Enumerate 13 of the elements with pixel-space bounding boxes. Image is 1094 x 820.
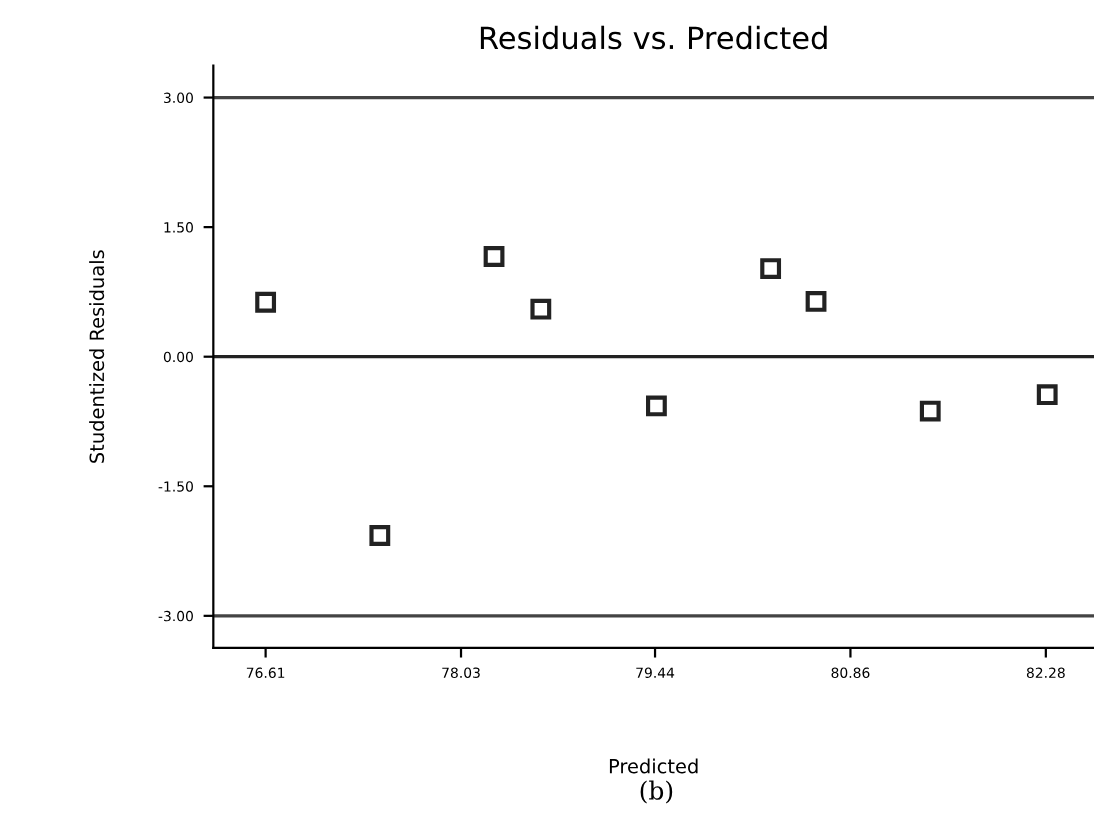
point <box>483 246 505 267</box>
text: (b) <box>640 780 673 804</box>
chart-title: Residuals vs. Predicted <box>480 25 827 50</box>
y-axis-title: Studentized Residuals <box>89 250 105 463</box>
point <box>369 525 391 546</box>
point <box>919 400 941 422</box>
point <box>255 291 277 313</box>
point <box>1036 384 1058 406</box>
point <box>805 290 827 312</box>
point <box>645 395 667 417</box>
point <box>530 298 552 320</box>
x-axis-title: Predicted <box>609 758 698 774</box>
point <box>760 258 782 280</box>
